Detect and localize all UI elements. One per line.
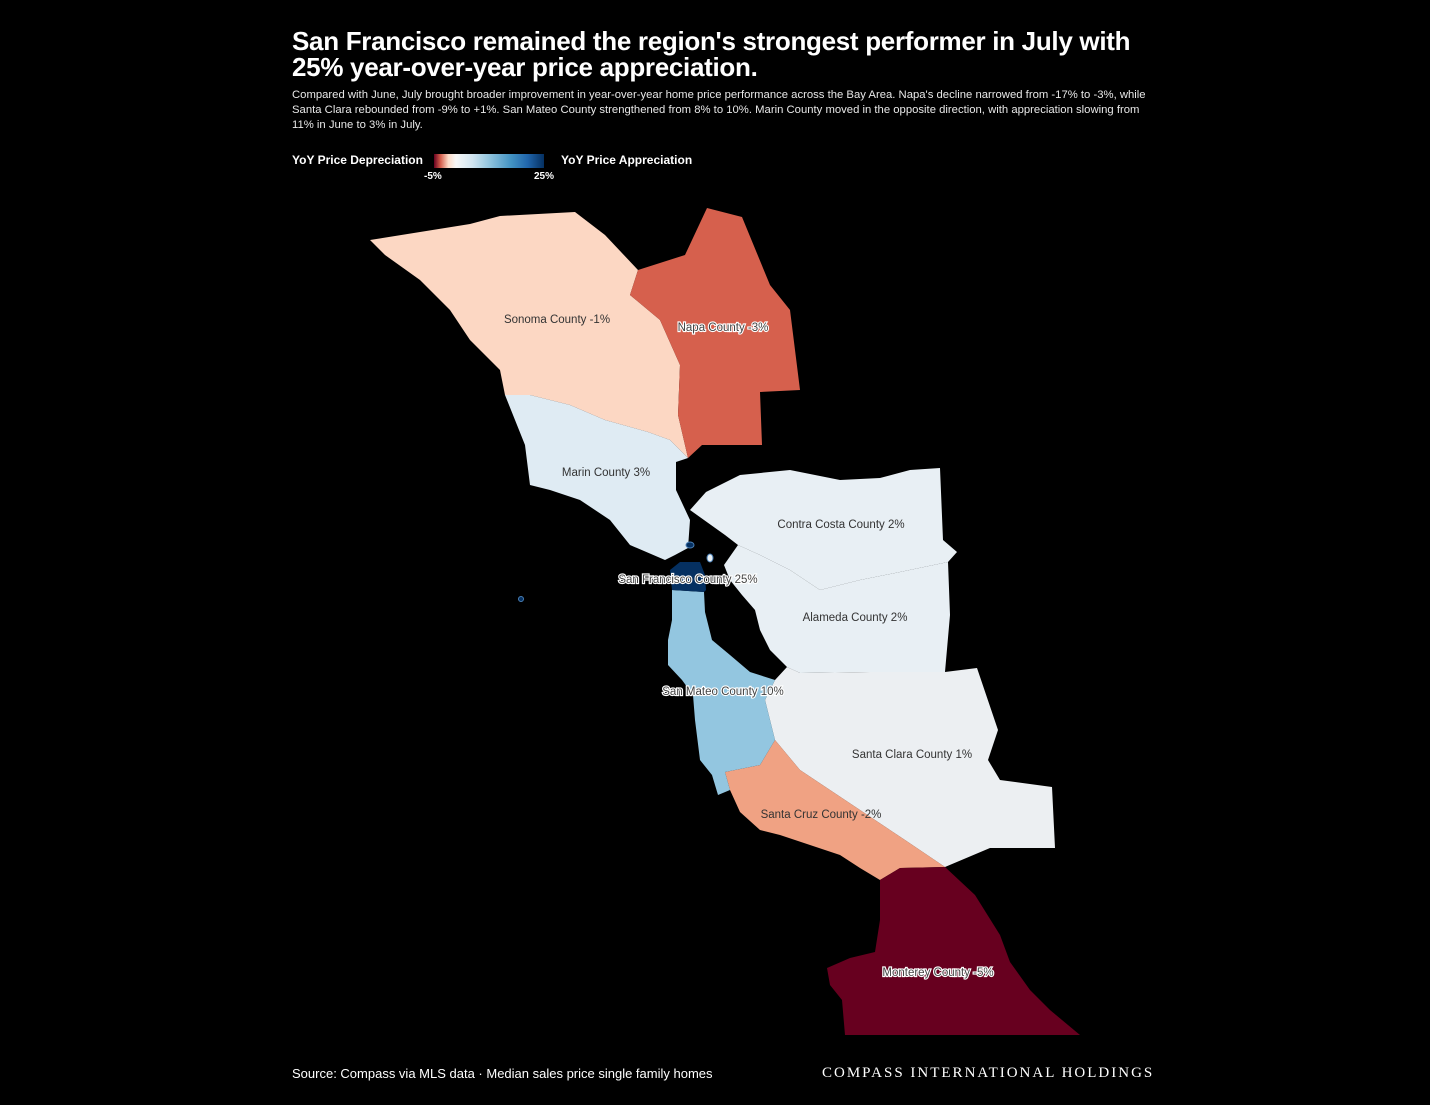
county-san-francisco[interactable] (670, 562, 706, 592)
label-marin: Marin County 3% (562, 467, 650, 479)
legend-appreciation-label: YoY Price Appreciation (561, 153, 693, 167)
county-san-francisco-islet (518, 596, 524, 602)
label-san-mateo: San Mateo County 10% (662, 686, 783, 698)
county-santa-cruz[interactable] (725, 740, 945, 880)
county-sonoma[interactable] (370, 212, 688, 458)
label-alameda: Alameda County 2% (803, 612, 908, 624)
county-alameda-islet (706, 553, 714, 563)
label-san-francisco: San Francisco County 25% (618, 574, 757, 586)
county-santa-clara[interactable] (765, 667, 1055, 867)
county-san-mateo[interactable] (668, 590, 775, 795)
county-san-francisco-islet-2 (685, 541, 695, 549)
county-marin[interactable] (505, 395, 690, 560)
label-santa-cruz: Santa Cruz County -2% (761, 809, 882, 821)
page-subtitle: Compared with June, July brought broader… (292, 89, 1146, 131)
legend-min-label: -5% (424, 171, 442, 182)
page-title: San Francisco remained the region's stro… (292, 26, 1131, 82)
legend-max-label: 25% (534, 171, 555, 182)
county-napa[interactable] (630, 208, 800, 458)
county-monterey[interactable] (827, 867, 1080, 1035)
legend-depreciation-label: YoY Price Depreciation (292, 153, 423, 167)
county-contra-costa[interactable] (690, 468, 957, 590)
brand-logo-text: COMPASS INTERNATIONAL HOLDINGS (822, 1065, 1155, 1081)
legend-color-scale (434, 154, 544, 168)
county-alameda[interactable] (724, 545, 950, 673)
label-sonoma: Sonoma County -1% (504, 314, 610, 326)
label-monterey: Monterey County -5% (882, 967, 993, 979)
label-napa: Napa County -3% (678, 322, 769, 334)
source-note: Source: Compass via MLS data · Median sa… (292, 1066, 713, 1081)
label-contra-costa: Contra Costa County 2% (777, 519, 904, 531)
label-santa-clara: Santa Clara County 1% (852, 749, 972, 761)
